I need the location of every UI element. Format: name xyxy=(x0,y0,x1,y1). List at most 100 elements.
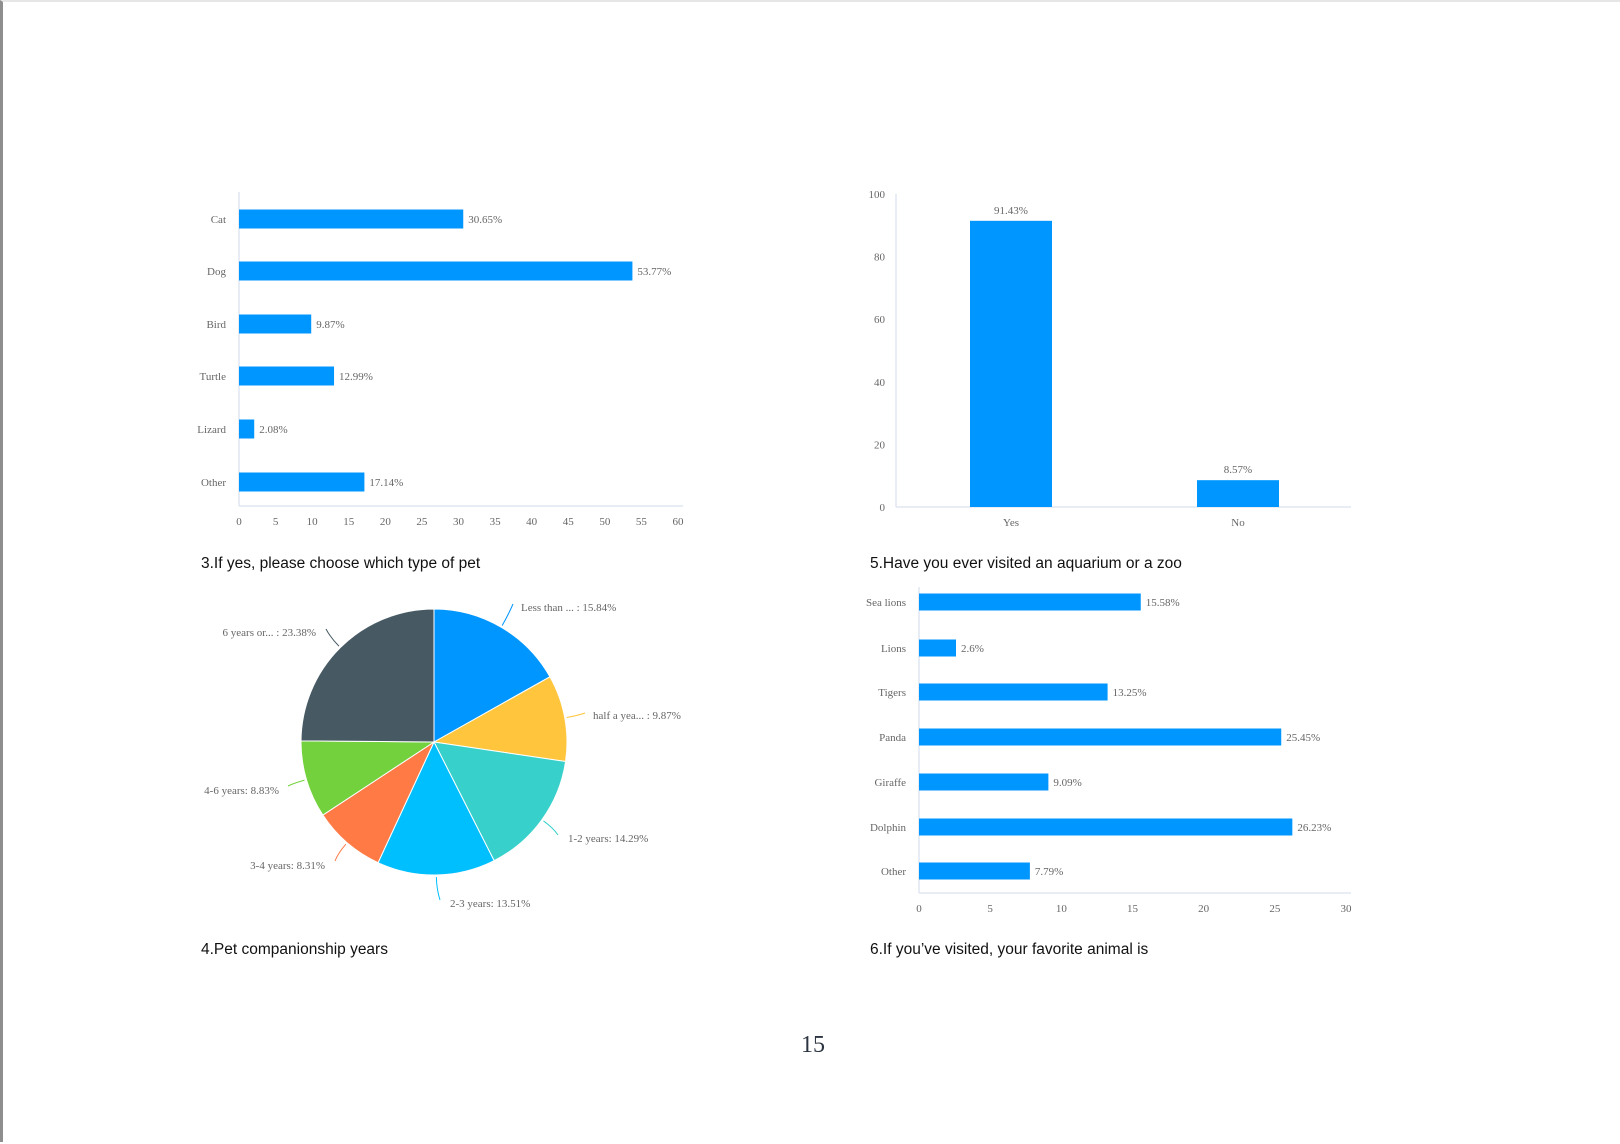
favorite-animal-category-label: Giraffe xyxy=(874,777,906,789)
pet-type-category-label: Other xyxy=(201,477,226,489)
visited-zoo-bar xyxy=(1197,480,1279,507)
favorite-animal-bar xyxy=(919,728,1282,746)
pet-type-bar xyxy=(239,261,633,281)
pet-type-category-label: Bird xyxy=(206,319,226,331)
visited-zoo-data-label: 91.43% xyxy=(994,205,1028,217)
pet-type-x-tick: 45 xyxy=(563,516,575,528)
chart-title-companionship-years: 4.Pet companionship years xyxy=(201,941,388,958)
pet-type-data-label: 53.77% xyxy=(637,266,671,278)
pie-slice xyxy=(377,740,495,876)
favorite-animal-x-tick: 25 xyxy=(1269,903,1281,915)
favorite-animal-bar xyxy=(919,818,1293,836)
favorite-animal-bar xyxy=(919,639,957,657)
pet-type-category-label: Dog xyxy=(207,266,226,278)
favorite-animal-x-tick: 20 xyxy=(1198,903,1210,915)
visited-zoo-data-label: 8.57% xyxy=(1224,464,1252,476)
visited-zoo-y-tick: 0 xyxy=(880,502,886,514)
pet-type-x-tick: 25 xyxy=(416,516,428,528)
visited-zoo-y-tick: 60 xyxy=(874,314,886,326)
pie-slice-label: 6 years or... : 23.38% xyxy=(223,627,316,639)
pet-type-bar xyxy=(239,366,335,386)
pie-leader-line xyxy=(334,843,347,862)
pet-type-bar xyxy=(239,314,312,334)
pet-type-data-label: 30.65% xyxy=(468,214,502,226)
pet-type-category-label: Cat xyxy=(211,214,226,226)
page-number: 15 xyxy=(801,1032,825,1058)
pet-type-data-label: 17.14% xyxy=(369,477,403,489)
pie-slice-label: 3-4 years: 8.31% xyxy=(250,860,325,872)
visited-zoo-bar xyxy=(970,220,1052,507)
pie-slice-label: Less than ... : 15.84% xyxy=(521,602,616,614)
favorite-animal-x-tick: 30 xyxy=(1341,903,1353,915)
favorite-animal-x-tick: 15 xyxy=(1127,903,1139,915)
favorite-animal-data-label: 15.58% xyxy=(1146,597,1180,609)
pet-type-x-tick: 20 xyxy=(380,516,392,528)
favorite-animal-data-label: 25.45% xyxy=(1286,732,1320,744)
pet-type-data-label: 12.99% xyxy=(339,371,373,383)
favorite-animal-data-label: 7.79% xyxy=(1035,866,1063,878)
pet-type-x-tick: 55 xyxy=(636,516,648,528)
pet-type-data-label: 9.87% xyxy=(316,319,344,331)
chart-title-pet-type: 3.If yes, please choose which type of pe… xyxy=(201,555,481,572)
favorite-animal-bar xyxy=(919,862,1030,880)
favorite-animal-x-tick: 0 xyxy=(916,903,922,915)
favorite-animal-category-label: Lions xyxy=(881,643,906,655)
visited-zoo-y-tick: 40 xyxy=(874,377,886,389)
pet-type-bar xyxy=(239,419,255,439)
favorite-animal-bar xyxy=(919,683,1108,701)
pet-type-x-tick: 35 xyxy=(490,516,502,528)
pie-leader-line xyxy=(501,603,514,626)
chart-title-visited-zoo: 5.Have you ever visited an aquarium or a… xyxy=(870,555,1182,572)
favorite-animal-data-label: 26.23% xyxy=(1297,822,1331,834)
visited-zoo-y-tick: 80 xyxy=(874,252,886,264)
pie-slice xyxy=(433,741,567,862)
pet-type-x-tick: 15 xyxy=(343,516,355,528)
pet-type-x-tick: 0 xyxy=(236,516,242,528)
favorite-animal-x-tick: 10 xyxy=(1056,903,1068,915)
visited-zoo-y-tick: 100 xyxy=(869,189,886,201)
visited-zoo-category-label: No xyxy=(1231,517,1245,529)
pet-type-x-tick: 40 xyxy=(526,516,538,528)
favorite-animal-category-label: Dolphin xyxy=(870,822,907,834)
pet-type-data-label: 2.08% xyxy=(259,424,287,436)
pet-type-x-tick: 30 xyxy=(453,516,465,528)
pet-type-category-label: Lizard xyxy=(197,424,226,436)
pie-slice-label: 2-3 years: 13.51% xyxy=(450,898,530,910)
pie-slice-label: half a yea... : 9.87% xyxy=(593,710,681,722)
visited-zoo-y-tick: 20 xyxy=(874,439,886,451)
pet-type-category-label: Turtle xyxy=(200,371,227,383)
favorite-animal-chart: 0 5 10 15 20 25 30 Sea lions 15.58% Lions 2.6% Tige… xyxy=(866,587,1352,915)
favorite-animal-x-tick: 5 xyxy=(987,903,993,915)
pie-slice xyxy=(300,740,436,816)
favorite-animal-category-label: Sea lions xyxy=(866,597,906,609)
pie-leader-line xyxy=(566,712,586,718)
pet-type-x-tick: 60 xyxy=(673,516,685,528)
companionship-pie-chart: Less than ... : 15.84% half a yea... : 9.… xyxy=(204,602,681,910)
pie-leader-line xyxy=(435,876,441,901)
visited-zoo-chart: 0 20 40 60 80 100 91.43% Yes 8.57% No xyxy=(869,189,1351,529)
favorite-animal-category-label: Panda xyxy=(879,732,906,744)
visited-zoo-category-label: Yes xyxy=(1003,517,1019,529)
pie-leader-line xyxy=(543,820,559,836)
favorite-animal-category-label: Tigers xyxy=(878,687,906,699)
chart-title-favorite-animal: 6.If you’ve visited, your favorite anima… xyxy=(870,941,1149,958)
favorite-animal-data-label: 9.09% xyxy=(1053,777,1081,789)
pie-slice xyxy=(433,608,551,743)
pet-type-bar xyxy=(239,472,365,492)
pie-slice-label: 1-2 years: 14.29% xyxy=(568,833,648,845)
favorite-animal-data-label: 13.25% xyxy=(1113,687,1147,699)
pie-leader-line xyxy=(325,628,340,647)
pie-slice xyxy=(300,608,435,743)
pie-slice xyxy=(432,676,568,763)
pie-slice-label: 4-6 years: 8.83% xyxy=(204,785,279,797)
pet-type-x-tick: 50 xyxy=(599,516,611,528)
pet-type-chart: 0 5 10 15 20 25 30 35 40 45 50 55 60 Cat 30.65% Dog 53.7… xyxy=(197,192,684,528)
pet-type-bar xyxy=(239,209,464,229)
favorite-animal-bar xyxy=(919,593,1141,611)
pet-type-x-tick: 10 xyxy=(307,516,319,528)
pet-type-x-tick: 5 xyxy=(273,516,279,528)
favorite-animal-data-label: 2.6% xyxy=(961,643,984,655)
pie-leader-line xyxy=(287,779,305,787)
